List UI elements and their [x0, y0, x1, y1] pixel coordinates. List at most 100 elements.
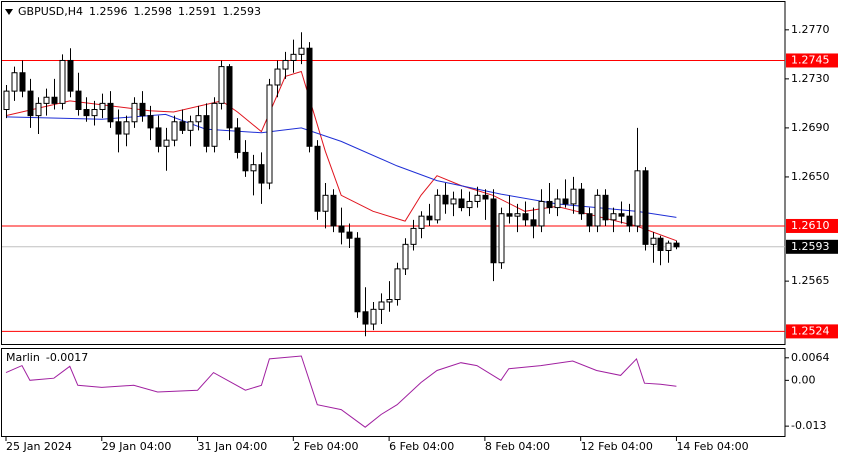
level-label-box: [786, 324, 838, 339]
candle-body: [203, 115, 210, 147]
candle-body: [378, 301, 385, 310]
candle-body: [354, 237, 361, 313]
candle-body: [330, 194, 337, 227]
indicator-line: [5, 355, 677, 428]
candle-body: [282, 59, 289, 70]
candle-body: [514, 213, 521, 217]
candle-body: [490, 198, 497, 264]
candle-body: [434, 194, 441, 221]
candle-body: [171, 121, 178, 141]
candle-body: [11, 72, 18, 92]
y-tick-label: 1.2565: [791, 274, 830, 287]
candle-body: [35, 102, 42, 117]
candle-body: [298, 47, 305, 55]
candle-body: [402, 243, 409, 270]
candle-body: [522, 213, 529, 221]
candle-body: [586, 213, 593, 227]
candle-body: [226, 66, 233, 129]
candle-body: [650, 237, 657, 245]
ohlc-high: 1.2598: [133, 5, 172, 18]
candle-body: [474, 194, 481, 202]
x-tick-label: 29 Jan 04:00: [102, 440, 172, 453]
indicator-title: Marlin -0.0017: [6, 351, 88, 364]
x-tick-label: 8 Feb 04:00: [485, 440, 550, 453]
symbol: GBPUSD,H4: [18, 5, 83, 18]
candle-body: [115, 121, 122, 135]
candle-body: [147, 115, 154, 129]
candle-body: [83, 109, 90, 117]
candle-body: [665, 242, 672, 251]
main-panel: [1, 1, 786, 345]
y-tick-label: 1.2690: [791, 121, 830, 134]
menu-arrow: [5, 9, 13, 15]
candle-body: [634, 170, 641, 227]
candle-body: [538, 200, 545, 227]
ohlc-low: 1.2591: [178, 5, 217, 18]
candle-body: [195, 115, 202, 123]
candle-body: [546, 200, 553, 209]
candle-body: [306, 47, 313, 147]
candle-body: [626, 215, 633, 227]
candle-body: [179, 121, 186, 131]
level-label: 1.2610: [791, 219, 830, 232]
x-tick-label: 12 Feb 04:00: [581, 440, 653, 453]
level-label: 1.2745: [791, 53, 830, 66]
candle-body: [554, 198, 561, 209]
candle-body: [498, 213, 505, 264]
candle-body: [59, 59, 66, 104]
candle-body: [602, 194, 609, 221]
candle-body: [530, 219, 537, 227]
candle-body: [163, 139, 170, 147]
candle-body: [418, 215, 425, 229]
candle-body: [610, 213, 617, 221]
candle-body: [218, 66, 225, 104]
candle-body: [139, 102, 146, 117]
candle-body: [410, 227, 417, 245]
candle-body: [91, 109, 98, 117]
candle-body: [562, 198, 569, 205]
candle-body: [242, 151, 249, 172]
candle-body: [258, 164, 265, 184]
candle-body: [131, 102, 138, 123]
x-tick-label: 2 Feb 04:00: [293, 440, 358, 453]
current-price-box: [786, 239, 838, 254]
candle-body: [673, 242, 680, 248]
candle-body: [450, 198, 457, 205]
candle-body: [338, 225, 345, 233]
candle-body: [27, 90, 34, 117]
candle-body: [155, 127, 162, 147]
candle-body: [274, 68, 281, 86]
symbol-header: GBPUSD,H4 1.2596 1.2598 1.2591 1.2593: [18, 5, 261, 18]
x-tick-label: 6 Feb 04:00: [389, 440, 454, 453]
candle-body: [3, 90, 10, 111]
candle-body: [19, 72, 26, 92]
y-tick-label: 1.2770: [791, 23, 830, 36]
candle-body: [266, 84, 273, 184]
candle-body: [314, 145, 321, 212]
level-label-box: [786, 53, 838, 68]
indicator-value: -0.0017: [46, 351, 88, 364]
candle-body: [618, 213, 625, 217]
candle-body: [346, 231, 353, 239]
candle-body: [594, 194, 601, 227]
indicator-y-tick-label: -0.013: [791, 419, 826, 432]
indicator-y-tick-label: 0.00: [791, 373, 816, 386]
candle-body: [458, 198, 465, 209]
candle-body: [123, 121, 130, 135]
candle-body: [234, 127, 241, 153]
candle-body: [43, 96, 50, 104]
ohlc-open: 1.2596: [89, 5, 128, 18]
indicator-y-tick-label: 0.0064: [791, 351, 830, 364]
candle-body: [362, 311, 369, 325]
x-tick-label: 14 Feb 04:00: [676, 440, 748, 453]
candle-body: [642, 170, 649, 245]
candle-body: [394, 268, 401, 301]
candle-body: [570, 188, 577, 205]
candle-body: [75, 90, 82, 111]
candle-body: [370, 308, 377, 325]
candle-body: [250, 164, 257, 172]
candle-body: [99, 102, 106, 111]
candle-body: [657, 237, 664, 251]
candle-body: [466, 200, 473, 209]
